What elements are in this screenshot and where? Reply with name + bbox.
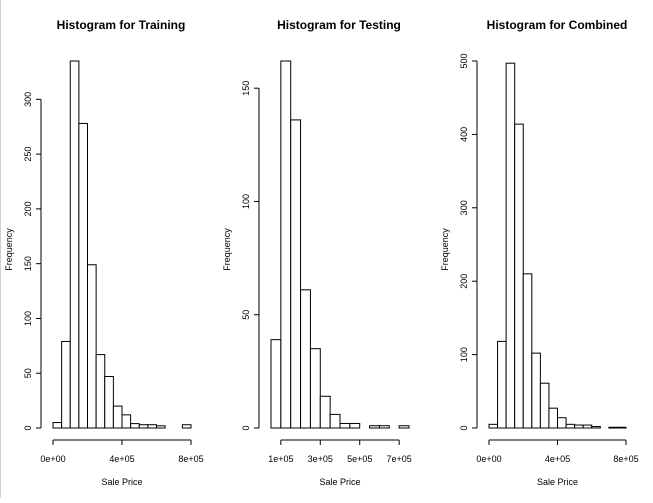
- y-tick-label: 200: [459, 274, 469, 289]
- histogram-bar: [280, 60, 292, 429]
- histogram-bar: [497, 340, 507, 429]
- histogram-bar: [539, 382, 550, 429]
- y-tick-label: 200: [23, 201, 33, 216]
- y-tick-label: 100: [241, 194, 251, 209]
- histogram-bar: [121, 414, 132, 429]
- histogram-bar: [147, 424, 157, 429]
- histogram-bar: [112, 405, 123, 429]
- histogram-bar: [591, 426, 601, 429]
- y-tick-label: 100: [459, 347, 469, 362]
- histogram-bar: [69, 60, 80, 429]
- histogram-bar: [531, 352, 541, 429]
- histogram-bar: [378, 425, 390, 429]
- y-tick-label: 500: [459, 53, 469, 68]
- histogram-bar: [582, 424, 593, 429]
- histogram-bar: [104, 376, 114, 429]
- histogram-panel-3: Histogram for Combined 0 100 200 300 400 500 0e…: [440, 18, 639, 487]
- x-tick-label: 1e+05: [268, 454, 293, 464]
- histogram-bar: [319, 395, 331, 429]
- y-tick-label: 150: [241, 81, 251, 96]
- y-axis-label: Frequency: [440, 228, 450, 271]
- chart-title: Histogram for Combined: [487, 18, 628, 32]
- y-axis-label: Frequency: [222, 228, 232, 271]
- histogram-bar: [522, 273, 533, 429]
- x-axis-label: Sale Price: [537, 477, 578, 487]
- y-tick-label: 300: [459, 200, 469, 215]
- histogram-bar: [61, 340, 71, 429]
- y-tick-label: 100: [23, 311, 33, 326]
- histogram-bar: [616, 426, 627, 429]
- chart-title: Histogram for Testing: [277, 18, 401, 32]
- x-tick-label: 7e+05: [387, 454, 412, 464]
- x-tick-label: 0e+00: [40, 454, 65, 464]
- y-tick-label: 400: [459, 127, 469, 142]
- histogram-bar: [398, 425, 410, 429]
- histogram-bar: [608, 426, 618, 429]
- y-tick-label: 50: [23, 368, 33, 378]
- histogram-bar: [369, 425, 380, 429]
- histogram-bar: [339, 422, 351, 429]
- histogram-bar: [505, 62, 516, 429]
- histogram-bar: [156, 425, 166, 429]
- y-tick-label: 150: [23, 256, 33, 271]
- histogram-bar: [514, 123, 524, 429]
- y-tick-label: 0: [241, 425, 251, 430]
- x-tick-label: 3e+05: [308, 454, 333, 464]
- x-tick-label: 5e+05: [347, 454, 372, 464]
- x-tick-label: 8e+05: [613, 454, 638, 464]
- histogram-bar: [488, 423, 499, 429]
- histogram-bar: [565, 423, 576, 429]
- x-tick-label: 4e+05: [545, 454, 570, 464]
- histogram-bar: [78, 122, 88, 429]
- histogram-bar: [130, 423, 140, 429]
- y-tick-label: 250: [23, 147, 33, 162]
- chart-title: Histogram for Training: [57, 18, 186, 32]
- y-tick-label: 50: [241, 310, 251, 320]
- histogram-panel-2: Histogram for Testing 0 50 100 150 1e+05 3e+05…: [222, 18, 412, 487]
- y-tick-label: 0: [23, 425, 33, 430]
- histogram-bar: [87, 264, 97, 429]
- histogram-bar: [300, 289, 311, 429]
- histogram-bar: [290, 119, 302, 429]
- histogram-bar: [309, 348, 321, 429]
- histogram-panel-1: Histogram for Training 0 50 100 150 200 250 300…: [4, 18, 204, 487]
- y-tick-label: 0: [459, 425, 469, 430]
- y-axis-label: Frequency: [4, 228, 14, 271]
- histogram-bar: [329, 413, 341, 429]
- x-tick-label: 8e+05: [178, 454, 203, 464]
- histogram-bar: [548, 407, 558, 429]
- histogram-bar: [52, 422, 63, 429]
- histogram-bar: [557, 417, 567, 429]
- x-tick-label: 4e+05: [109, 454, 134, 464]
- histogram-bar: [574, 424, 584, 429]
- histogram-bar: [95, 354, 106, 429]
- x-axis-label: Sale Price: [319, 477, 360, 487]
- x-axis-label: Sale Price: [101, 477, 142, 487]
- y-tick-label: 300: [23, 92, 33, 107]
- histogram-bar: [270, 339, 282, 429]
- histogram-bar: [138, 424, 149, 429]
- histogram-bar: [349, 422, 361, 429]
- histogram-bar: [181, 424, 192, 429]
- x-tick-label: 0e+00: [476, 454, 501, 464]
